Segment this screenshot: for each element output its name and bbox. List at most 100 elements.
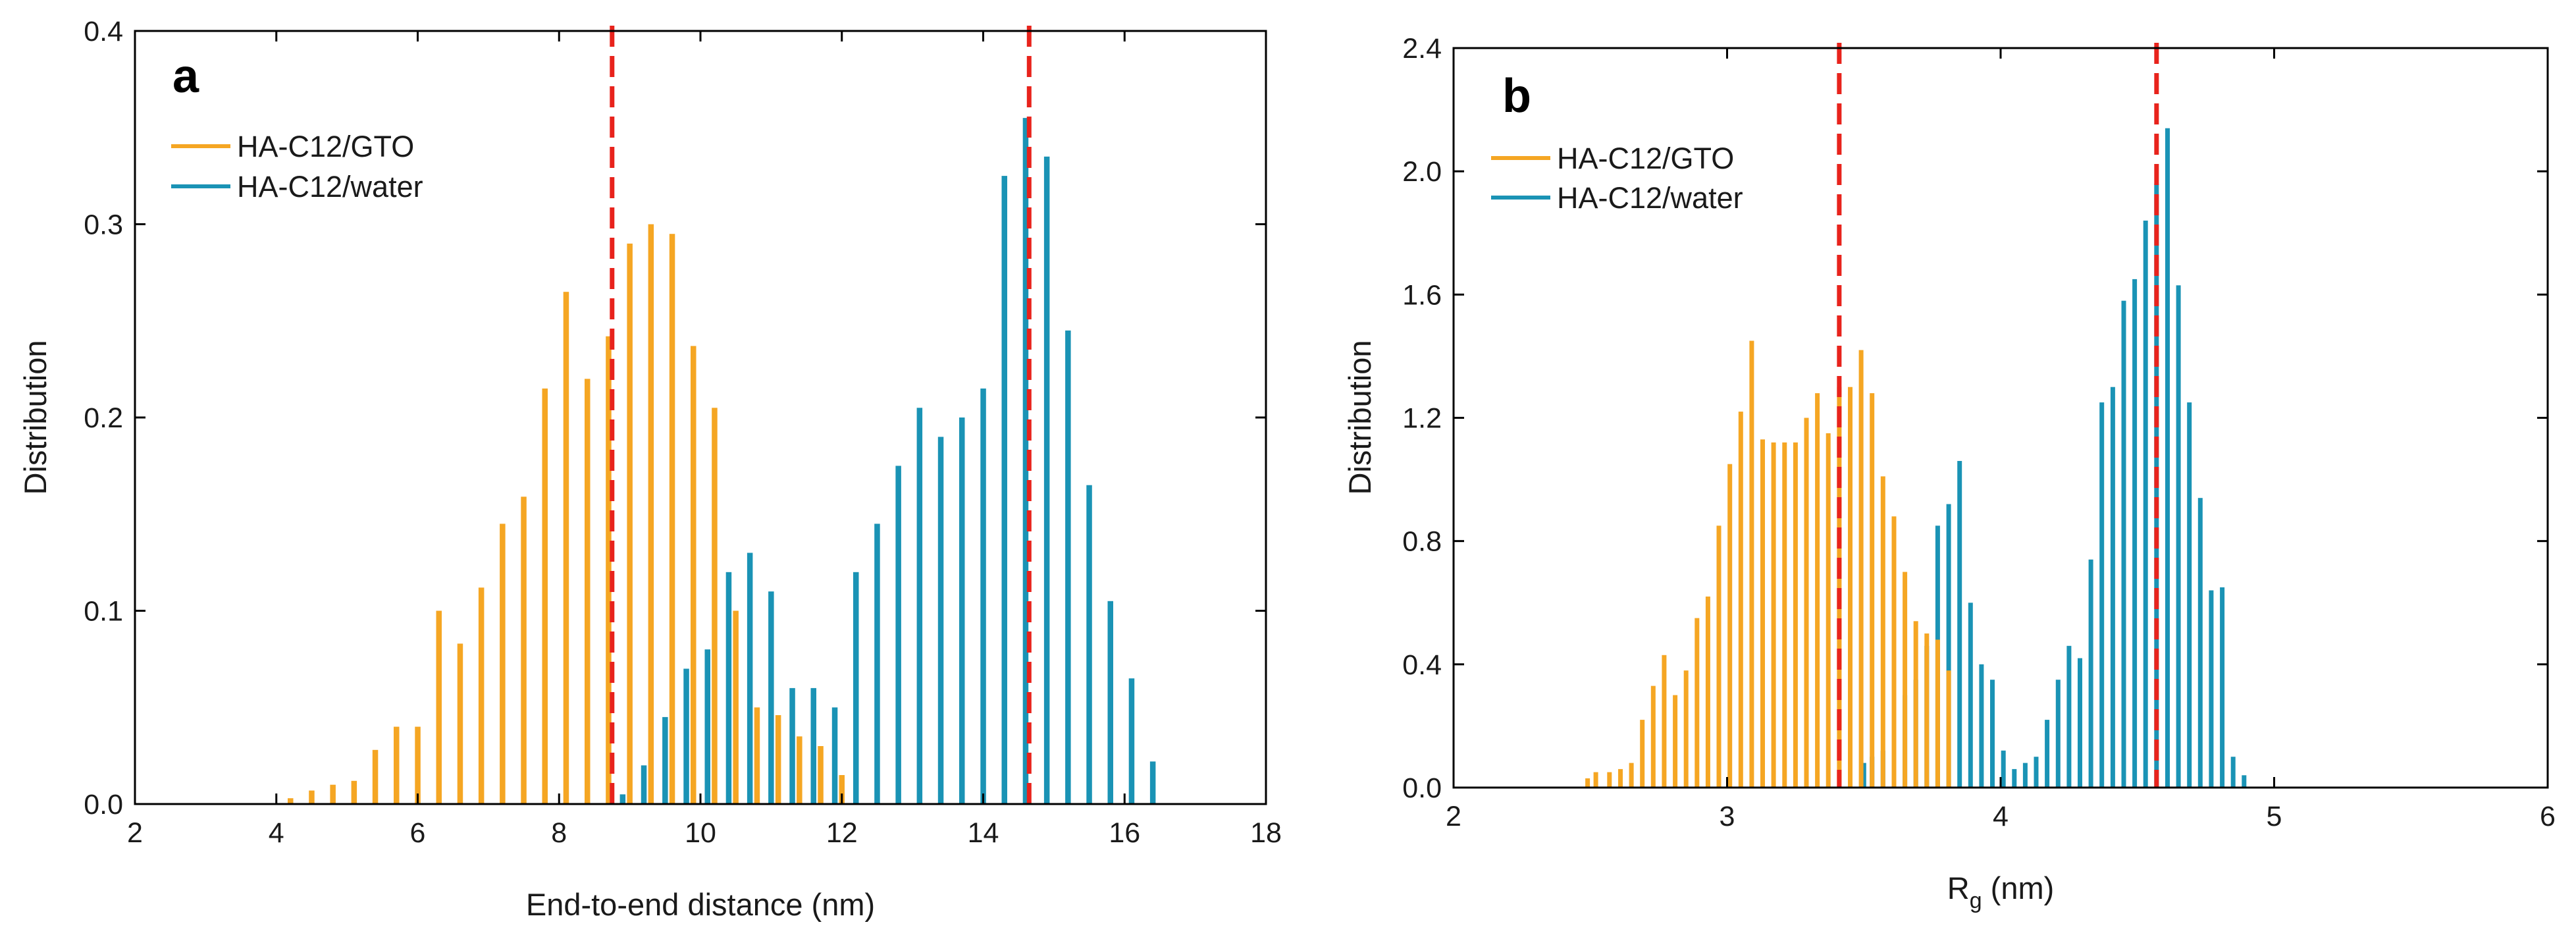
b-bar-water (1990, 680, 1995, 788)
b-x-tick-label: 4 (1993, 801, 2009, 832)
b-bar-water (2110, 387, 2115, 788)
b-bar-gto (1891, 516, 1897, 788)
a-y-ticks: 0.0 0.1 0.2 0.3 0.4 (84, 16, 1266, 820)
b-bar-water (2176, 285, 2181, 788)
b-y-tick-label: 2.4 (1402, 33, 1442, 65)
a-bar-gto (351, 780, 357, 804)
b-legend: HA-C12/GTO HA-C12/water (1491, 142, 1743, 215)
b-bar-gto (1935, 639, 1940, 788)
b-y-tick-label: 2.0 (1402, 156, 1442, 188)
a-y-tick-label: 0.1 (84, 596, 123, 628)
panel-b: 2 3 4 5 6 0.0 0.4 0.8 1.2 1.6 2.0 2.4 b HA-C12/GTO… (1342, 33, 2556, 913)
b-water-bars (1861, 128, 2247, 788)
a-x-tick-label: 2 (127, 817, 143, 849)
b-y-ticks: 0.0 0.4 0.8 1.2 1.6 2.0 2.4 (1402, 33, 2548, 804)
a-bar-water (725, 572, 732, 804)
a-bar-gto (288, 798, 294, 804)
b-bar-gto (1683, 670, 1689, 788)
a-bar-water (895, 466, 901, 804)
b-bar-gto (1738, 412, 1743, 788)
a-bar-gto (372, 749, 379, 804)
b-bar-water (2078, 658, 2082, 788)
a-bar-gto (521, 497, 527, 804)
b-bar-gto (1673, 695, 1678, 788)
a-bar-gto (797, 736, 802, 804)
a-bar-gto (648, 224, 654, 804)
a-y-tick-label: 0.3 (84, 209, 123, 241)
b-legend-label-gto: HA-C12/GTO (1557, 142, 1734, 175)
a-y-tick-label: 0.0 (84, 789, 123, 820)
b-bar-gto (1924, 633, 1930, 788)
b-bar-gto (1650, 686, 1656, 788)
b-panel-label: b (1502, 70, 1531, 122)
a-y-axis-title: Distribution (18, 340, 53, 495)
a-bar-gto (415, 726, 421, 804)
b-x-axis-title: Rg (nm) (1947, 871, 2055, 913)
a-bar-water (1065, 330, 1071, 804)
b-bar-water (2165, 128, 2170, 788)
b-bar-gto (1727, 464, 1733, 788)
a-bar-water (641, 765, 647, 804)
b-bar-water (2022, 763, 2028, 788)
a-bar-water (619, 794, 626, 804)
b-bar-water (2132, 279, 2138, 788)
b-bar-water (2034, 757, 2039, 788)
b-bar-water (2055, 680, 2061, 788)
a-panel-label: a (172, 50, 199, 103)
a-x-axis-title: End-to-end distance (nm) (526, 887, 875, 922)
b-bar-water (2099, 402, 2105, 788)
b-reference-lines (1837, 43, 2159, 788)
b-bar-gto (1946, 670, 1951, 788)
b-x-tick-label: 6 (2540, 801, 2556, 832)
a-bar-water (831, 707, 838, 805)
a-bar-water (1107, 601, 1113, 804)
b-bar-gto (1880, 476, 1885, 788)
b-bar-water (2143, 221, 2148, 788)
a-bar-water (789, 687, 795, 804)
a-bar-gto (585, 379, 591, 804)
b-bar-gto (1593, 772, 1598, 788)
b-bar-gto (1771, 442, 1776, 788)
b-bar-gto (1716, 525, 1722, 788)
b-bar-water (2045, 720, 2050, 788)
a-bar-water (662, 716, 668, 804)
a-reference-lines (610, 26, 1032, 804)
a-bar-water (916, 408, 923, 804)
b-bar-gto (1913, 621, 1918, 788)
b-gto-bars (1585, 340, 1951, 788)
b-x-axis-title-main: R (1947, 871, 1970, 905)
b-x-tick-label: 3 (1720, 801, 1735, 832)
a-bar-water (1128, 678, 1135, 804)
a-bar-water (1086, 485, 1092, 804)
a-bar-gto (669, 234, 675, 804)
b-x-tick-label: 5 (2267, 801, 2282, 832)
a-bar-gto (457, 643, 463, 804)
b-y-tick-label: 1.2 (1402, 403, 1442, 435)
b-y-tick-label: 0.0 (1402, 772, 1442, 804)
b-bar-water (1979, 664, 1984, 788)
b-bar-water (2197, 498, 2203, 788)
b-bar-water (2066, 645, 2072, 788)
a-bar-gto (563, 292, 569, 804)
a-bar-water (704, 649, 710, 804)
b-bar-water (2187, 402, 2192, 788)
a-y-tick-label: 0.4 (84, 16, 123, 47)
a-bar-gto (839, 775, 845, 804)
b-bar-gto (1760, 439, 1765, 788)
b-bar-gto (1695, 618, 1700, 788)
b-y-axis-title: Distribution (1342, 340, 1377, 495)
a-bar-water (937, 437, 944, 804)
b-bar-gto (1585, 778, 1590, 788)
b-bar-gto (1804, 417, 1809, 788)
a-x-tick-label: 4 (269, 817, 284, 849)
a-bar-water (980, 389, 986, 804)
a-y-tick-label: 0.2 (84, 402, 123, 434)
a-x-tick-label: 14 (968, 817, 999, 849)
a-x-tick-label: 18 (1250, 817, 1282, 849)
a-bar-water (747, 552, 753, 804)
a-x-ticks: 2 4 6 8 10 12 14 16 18 (127, 31, 1282, 849)
b-bar-gto (1815, 393, 1820, 788)
a-bar-water (1043, 156, 1050, 805)
b-bar-water (2242, 775, 2247, 788)
